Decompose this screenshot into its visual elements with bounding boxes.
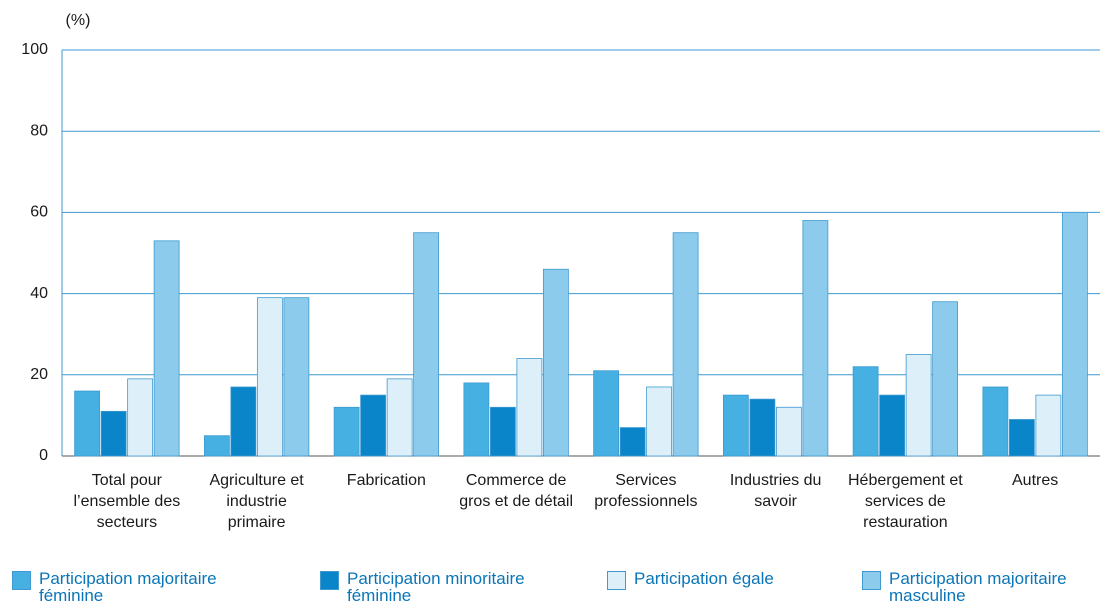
bar	[619, 427, 646, 457]
bar	[360, 394, 387, 457]
bar	[386, 378, 413, 457]
bar	[722, 394, 749, 457]
y-tick-label: 100	[21, 41, 48, 58]
bar	[542, 268, 569, 457]
y-tick-label: 80	[30, 122, 48, 139]
bar	[74, 390, 101, 457]
legend-item: Participation majoritaire féminine	[12, 570, 267, 604]
bar	[932, 301, 959, 457]
bar	[775, 406, 802, 457]
legend-swatch	[12, 571, 31, 590]
bar	[516, 358, 543, 457]
bar	[1008, 419, 1035, 457]
bar	[593, 370, 620, 457]
legend-item: Participation minoritaire féminine	[320, 570, 575, 604]
bar	[283, 297, 310, 457]
x-tick-label: Fabrication	[346, 472, 426, 489]
bar	[256, 297, 283, 457]
bar	[127, 378, 154, 457]
y-tick-label: 60	[30, 204, 48, 221]
x-tick-label: Commerce de gros et de détail	[459, 472, 574, 510]
bar	[646, 386, 673, 457]
y-axis-label: (%)	[66, 12, 91, 29]
y-tick-label: 40	[30, 285, 48, 302]
bar	[749, 398, 776, 457]
x-tick-label: Hébergement et services de restauration	[848, 472, 963, 531]
bar	[333, 406, 360, 457]
bar	[672, 232, 699, 457]
bar	[153, 240, 180, 457]
bar	[905, 354, 932, 457]
legend-swatch	[862, 571, 881, 590]
bar	[802, 220, 829, 457]
legend-swatch	[607, 571, 626, 590]
x-tick-label: Autres	[1012, 472, 1059, 489]
legend-label: Participation majoritaire masculine	[889, 569, 1067, 605]
bar	[879, 394, 906, 457]
legend-item: Participation majoritaire masculine	[862, 570, 1105, 604]
legend-label: Participation minoritaire féminine	[347, 569, 525, 605]
y-tick-label: 0	[39, 447, 48, 464]
bar	[100, 410, 127, 457]
bar	[203, 435, 230, 457]
bar	[1061, 211, 1088, 457]
bar	[852, 366, 879, 457]
bar	[230, 386, 257, 457]
bar	[489, 406, 516, 457]
x-tick-label: Industries du savoir	[729, 472, 822, 510]
bar	[463, 382, 490, 457]
legend-swatch	[320, 571, 339, 590]
y-tick-label: 20	[30, 366, 48, 383]
bar	[1035, 394, 1062, 457]
x-tick-label: Total pour l’ensemble des secteurs	[73, 472, 181, 531]
x-tick-label: Agriculture et industrie primaire	[209, 472, 304, 531]
legend-item: Participation égale	[607, 570, 834, 590]
legend-label: Participation égale	[634, 569, 774, 588]
bar	[982, 386, 1009, 457]
legend-label: Participation majoritaire féminine	[39, 569, 217, 605]
x-tick-label: Services professionnels	[594, 472, 698, 510]
bar	[413, 232, 440, 457]
